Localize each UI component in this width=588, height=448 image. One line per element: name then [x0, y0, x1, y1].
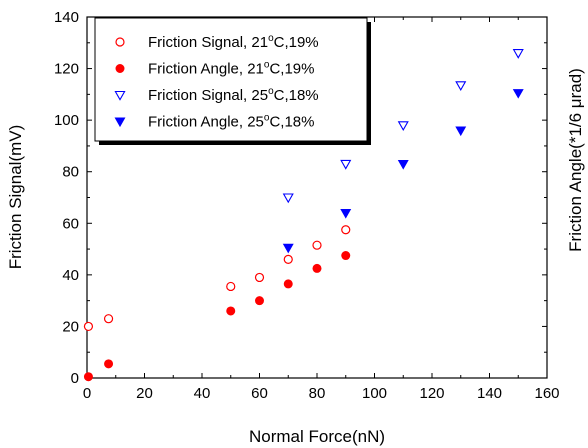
legend-marker: [114, 90, 126, 101]
data-point: [512, 89, 524, 99]
data-point: [226, 306, 236, 316]
data-point: [341, 251, 351, 261]
data-point: [397, 121, 409, 132]
x-axis-ticks: 0 20 40 60 80 100 120 140 160: [83, 17, 560, 402]
data-point: [283, 254, 293, 264]
y-tick-label: 40: [62, 267, 79, 284]
data-point: [254, 272, 265, 283]
y-tick-label: 80: [62, 164, 79, 181]
series-2: [83, 251, 351, 382]
data-point: [455, 126, 467, 137]
data-point: [282, 243, 294, 254]
data-point: [83, 321, 94, 332]
y-tick-label: 60: [62, 215, 79, 232]
data-point: [104, 359, 114, 369]
legend-entry-label: Friction Signal, 25oC,18%: [148, 86, 319, 104]
y-axis-label: Friction Signal(mV): [6, 125, 25, 270]
x-axis-label: Normal Force(nN): [249, 427, 385, 446]
y-axis-ticks: 0 20 40 60 80 100 120 140: [54, 9, 547, 387]
data-point: [83, 372, 93, 382]
data-point: [312, 240, 322, 250]
legend-entry-label: Friction Signal, 21oC,19%: [148, 33, 319, 51]
data-point: [226, 281, 236, 292]
y-tick-label: 140: [54, 9, 79, 26]
data-point: [255, 296, 264, 306]
data-point: [103, 314, 114, 324]
y-tick-label: 100: [54, 112, 79, 129]
legend-marker: [115, 64, 125, 73]
x-tick-label: 100: [362, 385, 387, 402]
series-4: [282, 89, 524, 254]
x-tick-label: 140: [477, 385, 502, 402]
y-tick-label: 0: [71, 370, 79, 387]
x-tick-label: 120: [419, 385, 444, 402]
x-tick-label: 60: [251, 385, 268, 402]
legend-entry-label: Friction Angle, 25oC,18%: [148, 113, 315, 131]
data-point: [340, 159, 352, 170]
legend: Friction Signal, 21oC,19% Friction Angle,…: [94, 17, 371, 145]
data-point: [340, 208, 352, 219]
legend-marker: [115, 37, 125, 47]
series-3: [282, 49, 524, 204]
y-tick-label: 20: [62, 318, 79, 335]
x-tick-label: 20: [136, 385, 153, 402]
x-tick-label: 80: [309, 385, 326, 402]
x-tick-label: 0: [83, 385, 91, 402]
legend-box: [94, 17, 368, 142]
y-tick-label: 120: [54, 61, 79, 78]
series-1: [83, 225, 351, 332]
y2-axis-label: Friction Angle(*1/6 μrad): [566, 68, 585, 252]
x-tick-label: 40: [194, 385, 211, 402]
data-point: [512, 49, 524, 59]
data-point: [312, 263, 322, 273]
data-point: [283, 279, 293, 289]
legend-marker: [114, 117, 126, 128]
data-point: [341, 225, 351, 235]
data-point: [397, 159, 409, 170]
data-points: [83, 49, 524, 382]
x-tick-label: 160: [534, 385, 559, 402]
legend-entry-label: Friction Angle, 21oC,19%: [148, 60, 315, 78]
data-point: [455, 81, 467, 92]
data-point: [282, 193, 294, 204]
